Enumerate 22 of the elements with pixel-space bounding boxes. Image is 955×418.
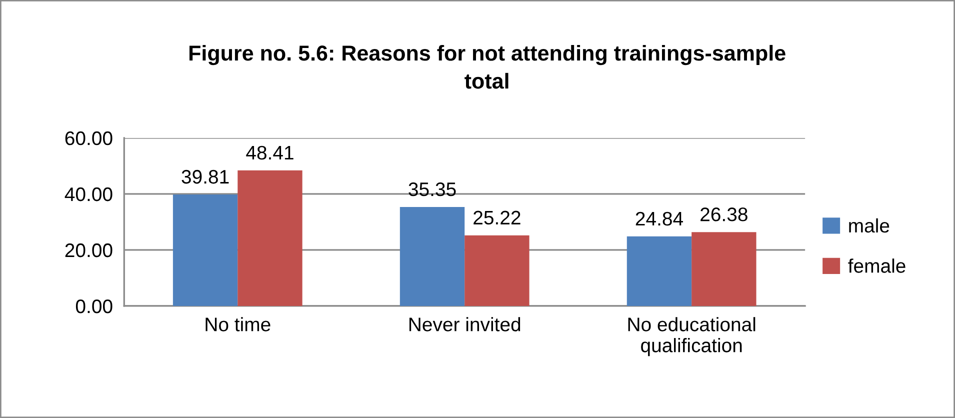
legend-label: female — [848, 258, 906, 273]
data-label: 39.81 — [182, 170, 229, 184]
data-label: 35.35 — [408, 182, 456, 196]
y-tick-label: 40.00 — [64, 187, 112, 202]
bar — [464, 235, 530, 306]
x-tick-label: No time — [206, 317, 270, 332]
chart-title: Figure no. 5.6: Reasons for not attending trainings-sample total — [189, 44, 786, 89]
data-label: 26.38 — [700, 208, 748, 222]
x-tick-label: No educational qualification — [628, 317, 756, 356]
y-tick-label: 60.00 — [65, 131, 112, 146]
bar — [172, 194, 238, 306]
y-tick-label: 0.00 — [76, 299, 112, 314]
bar — [626, 236, 692, 306]
legend-label: male — [849, 218, 890, 233]
bar — [400, 206, 465, 306]
data-label: 24.84 — [636, 212, 683, 226]
y-tick-label: 20.00 — [65, 243, 112, 258]
bar — [692, 232, 756, 306]
data-label: 48.41 — [246, 146, 294, 160]
data-label: 25.22 — [474, 210, 520, 225]
x-tick-label: Never invited — [409, 317, 520, 332]
bar — [238, 170, 302, 306]
